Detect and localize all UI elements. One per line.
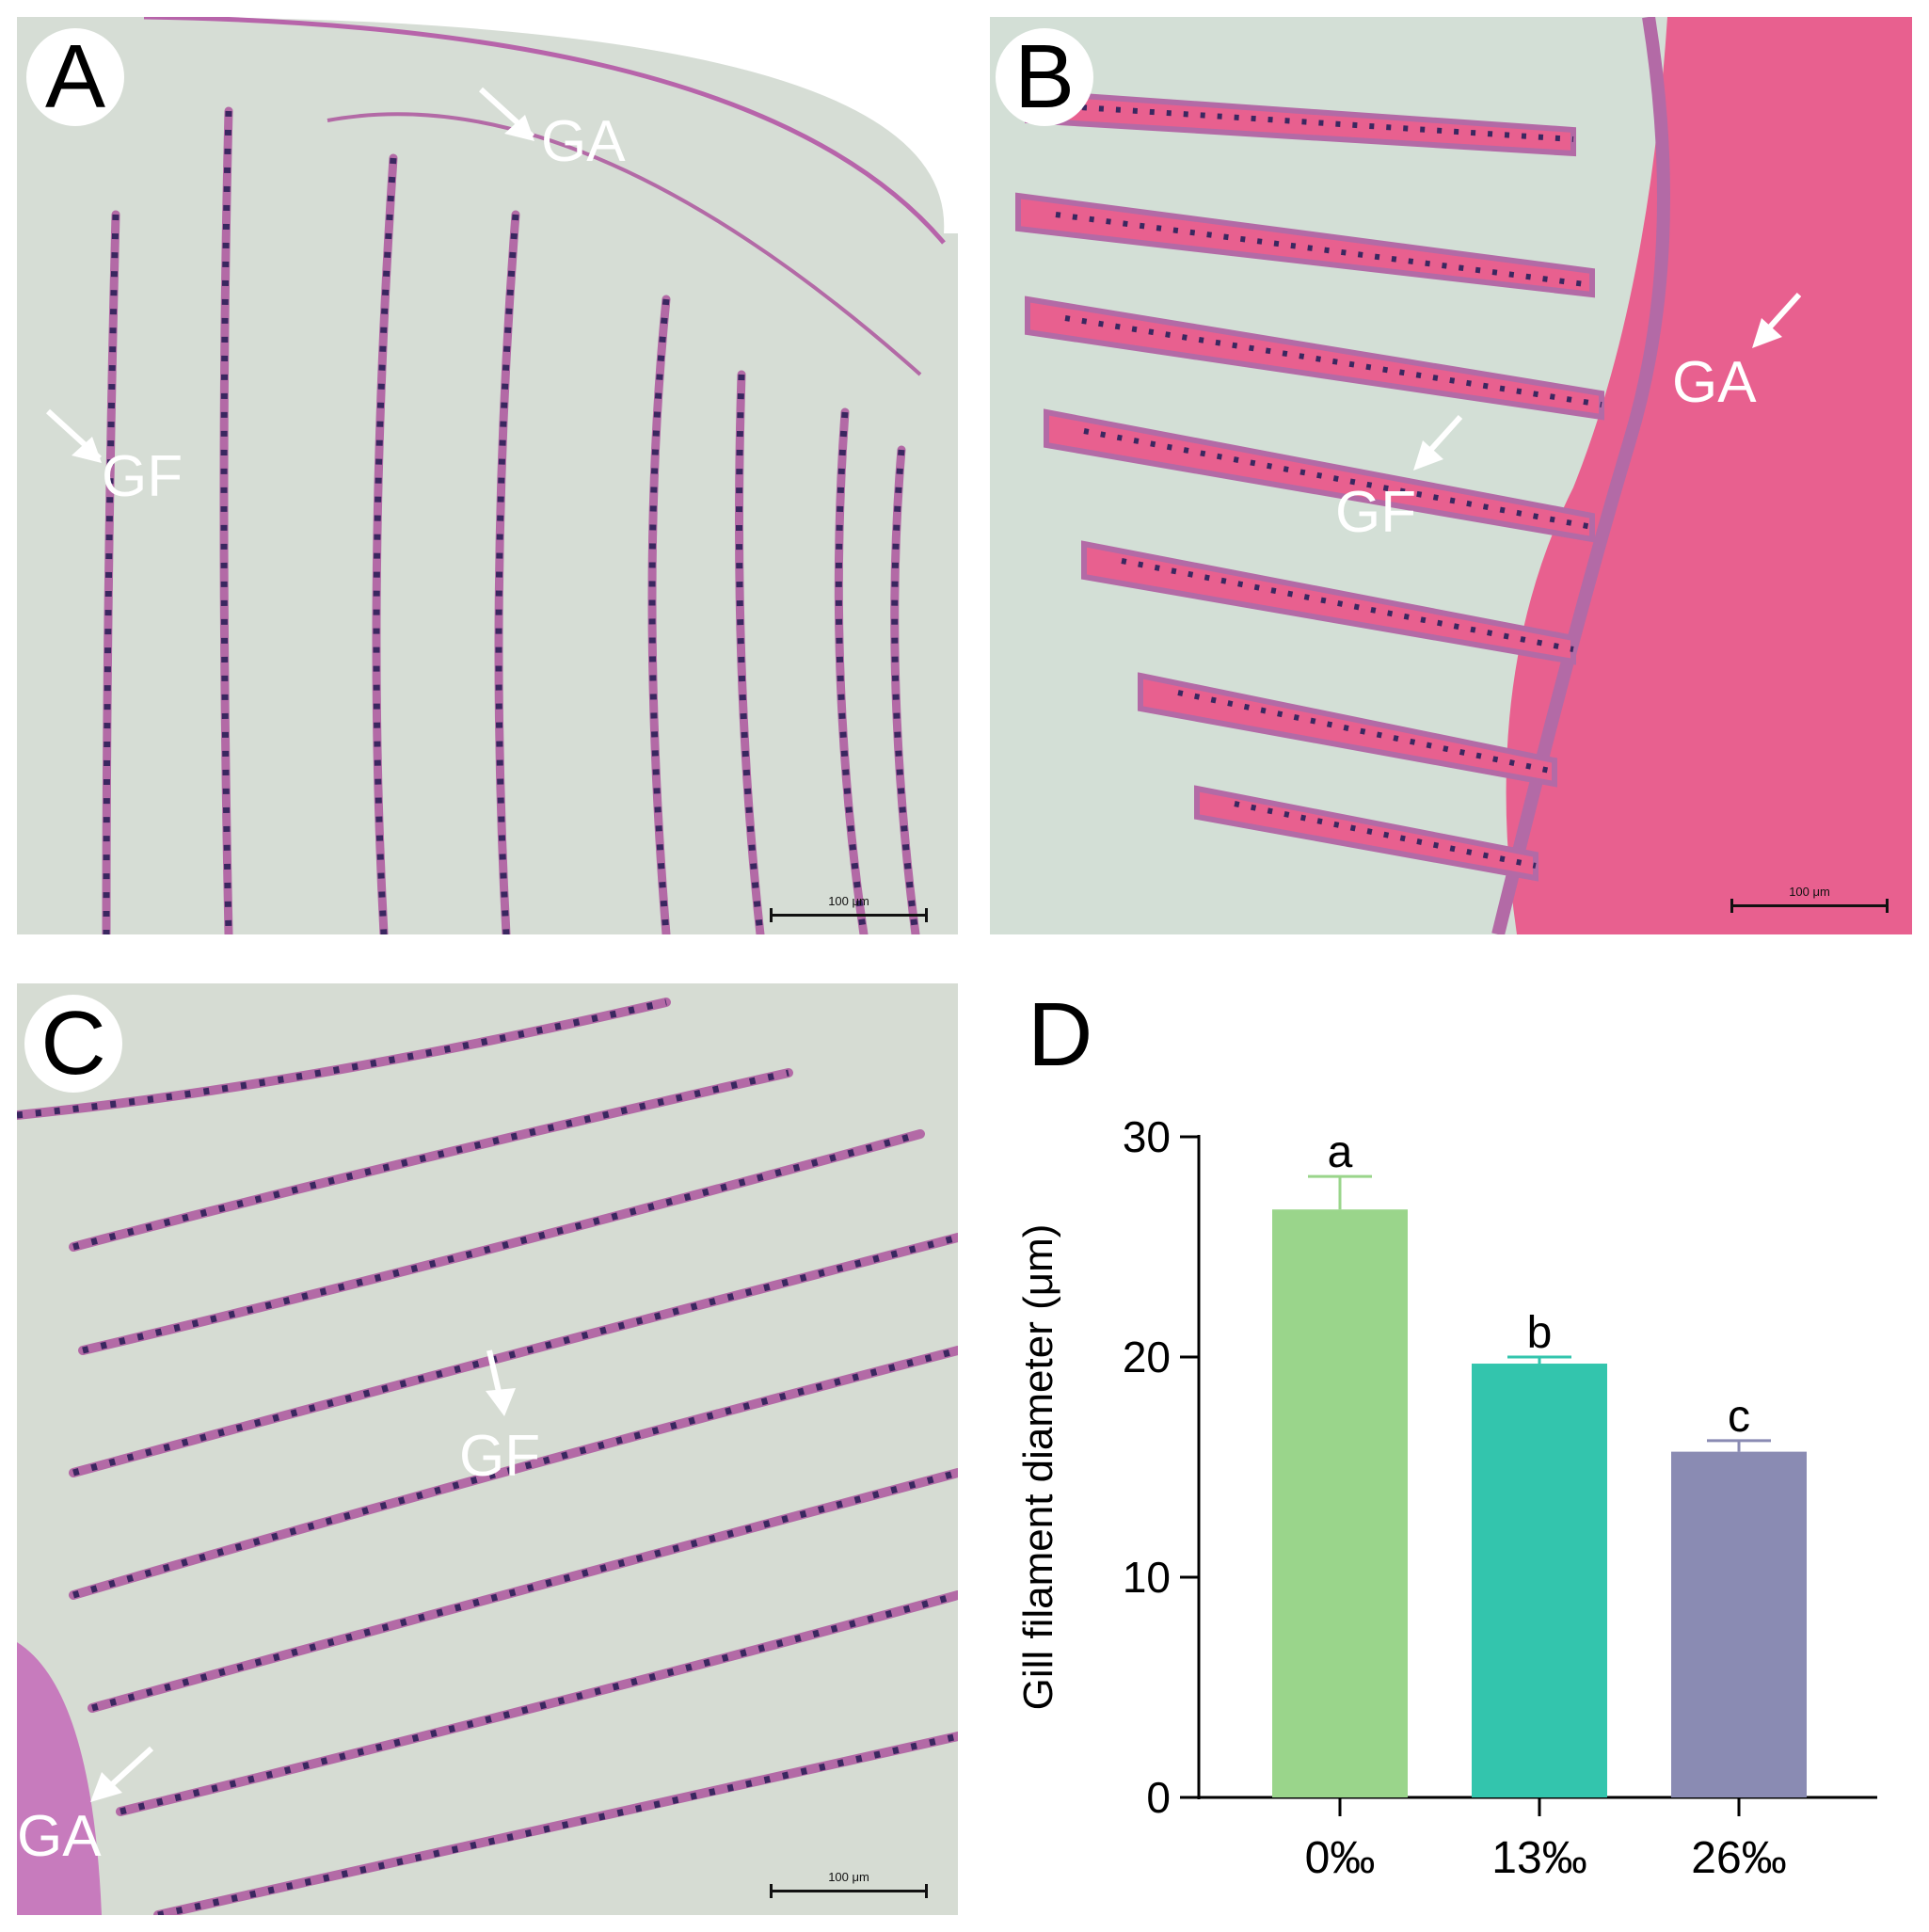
gill-tissue-image-a <box>17 17 958 934</box>
label-ga-c: GA <box>17 1804 102 1869</box>
bar <box>1472 1364 1607 1797</box>
x-tick-label: 0‰ <box>1305 1833 1376 1883</box>
arrow-icon <box>1413 414 1463 471</box>
significance-label: b <box>1527 1308 1553 1358</box>
bar <box>1671 1451 1807 1797</box>
label-gf-a: GF <box>102 444 183 509</box>
label-ga-a: GA <box>541 109 626 174</box>
panel-a-micrograph: A GA GF 100 μm <box>17 17 958 934</box>
arrow-icon <box>1752 292 1802 348</box>
bar-chart: D 0 10 20 30 a 0‰ b 13‰ c 26‰ Gill filament diame… <box>1015 984 1877 1883</box>
scale-bar-text-a: 100 μm <box>828 894 869 908</box>
panel-letter-a: A <box>26 28 124 126</box>
panel-letter-d: D <box>1028 984 1092 1085</box>
y-axis-label: Gill filament diameter (μm) <box>1015 1224 1061 1711</box>
label-ga-b: GA <box>1672 350 1757 415</box>
arrow-icon <box>45 408 103 463</box>
x-tick-label: 13‰ <box>1491 1833 1586 1883</box>
scale-bar-text-b: 100 μm <box>1789 885 1830 899</box>
panel-letter-c: C <box>24 995 122 1093</box>
panel-b-micrograph: B GA GF 100 μm <box>990 17 1912 934</box>
scale-bar-b: 100 μm <box>1730 885 1889 913</box>
x-tick-label: 26‰ <box>1691 1833 1786 1883</box>
y-tick-label: 0 <box>1146 1773 1171 1822</box>
arrow-icon <box>90 1746 154 1802</box>
y-tick-label: 30 <box>1123 1112 1171 1161</box>
bar <box>1272 1209 1408 1797</box>
gill-tissue-image-c <box>17 983 958 1915</box>
significance-label: c <box>1728 1392 1750 1442</box>
label-gf-b: GF <box>1335 480 1417 545</box>
label-gf-c: GF <box>459 1424 541 1489</box>
y-tick-label: 20 <box>1123 1333 1171 1381</box>
y-tick-label: 10 <box>1123 1553 1171 1602</box>
panel-letter-b: B <box>996 28 1093 126</box>
gill-tissue-image-b <box>990 17 1912 934</box>
scale-bar-c: 100 μm <box>770 1870 928 1898</box>
arrow-icon <box>478 87 535 141</box>
arrow-icon <box>486 1349 516 1416</box>
scale-bar-a: 100 μm <box>770 894 928 922</box>
scale-bar-text-c: 100 μm <box>828 1870 869 1884</box>
panel-c-micrograph: C GF GA 100 μm <box>17 983 958 1915</box>
panel-d-chart: D 0 10 20 30 a 0‰ b 13‰ c 26‰ Gill filament diame… <box>979 979 1920 1920</box>
significance-label: a <box>1328 1127 1353 1177</box>
chart-plot-area: 0 10 20 30 a 0‰ b 13‰ c 26‰ <box>1123 1112 1877 1883</box>
